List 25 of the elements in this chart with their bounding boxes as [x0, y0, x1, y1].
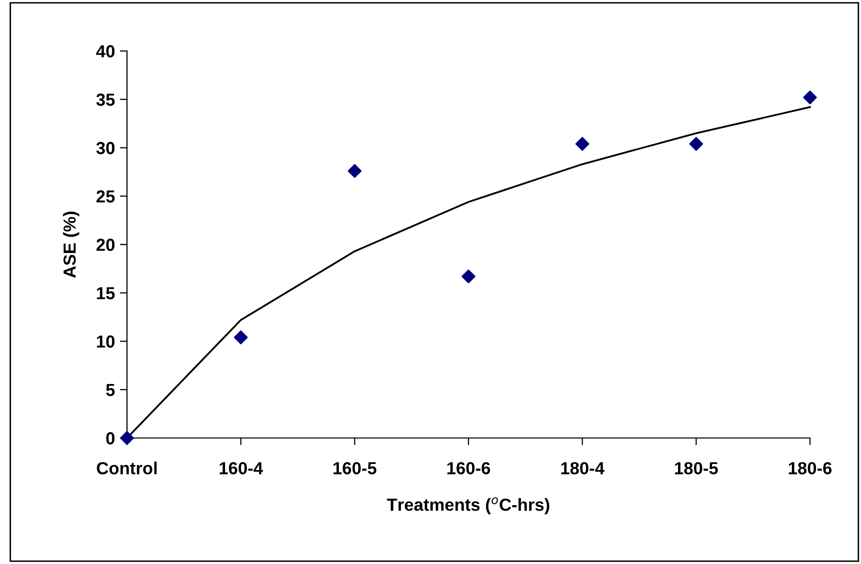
- point: [120, 431, 134, 445]
- x-tick-label: Control: [96, 462, 157, 474]
- y-tick-label: 0: [106, 432, 114, 444]
- x-tick-label: 180-6: [788, 462, 832, 474]
- y-tick-label: 40: [96, 45, 114, 58]
- y-tick-label: 5: [106, 384, 115, 396]
- y-tick-label: 25: [96, 190, 115, 203]
- point: [462, 270, 476, 284]
- point: [575, 136, 590, 151]
- x-tick-label: 160-6: [447, 462, 490, 474]
- y-axis-title: ASE (%): [63, 212, 80, 278]
- y-tick-label: 30: [96, 142, 114, 154]
- y-tick-label: 15: [96, 287, 115, 300]
- x-axis-title: Treatments ($^{o}$C-hrs): [386, 497, 550, 514]
- point: [234, 330, 248, 344]
- point: [348, 164, 362, 178]
- y-tick-label: 20: [96, 238, 114, 251]
- y-tick-label: 10: [96, 335, 114, 348]
- x-tick-label: 180-4: [561, 462, 604, 474]
- point: [803, 90, 817, 104]
- point: [689, 136, 704, 151]
- x-tick-label: 160-4: [220, 462, 263, 474]
- y-tick-label: 35: [96, 94, 115, 106]
- x-tick-label: 180-5: [675, 462, 718, 474]
- x-tick-label: 160-5: [334, 462, 376, 474]
